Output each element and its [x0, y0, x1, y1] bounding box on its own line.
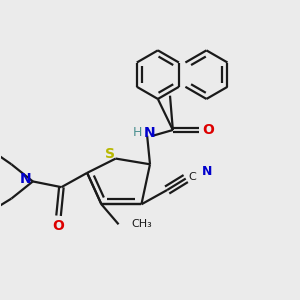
Text: S: S [105, 147, 115, 161]
Text: N: N [144, 126, 156, 140]
Text: H: H [133, 126, 142, 140]
Text: O: O [202, 123, 214, 137]
Text: C: C [189, 172, 196, 182]
Text: CH₃: CH₃ [131, 219, 152, 229]
Text: N: N [20, 172, 32, 186]
Text: N: N [201, 165, 212, 178]
Text: O: O [52, 219, 64, 233]
